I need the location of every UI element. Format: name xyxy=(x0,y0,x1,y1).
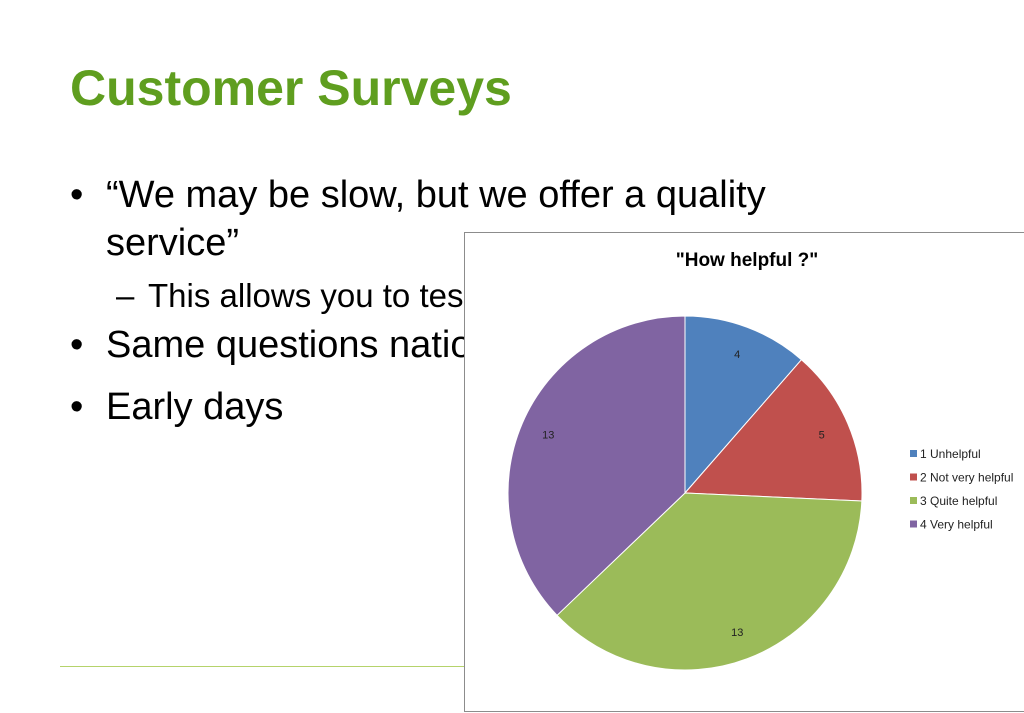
pie-chart-box: "How helpful ?" 4 5 13 13 1 Unhelpful 2 Not … xyxy=(464,232,1024,712)
legend-swatch xyxy=(910,450,917,457)
pie-chart: "How helpful ?" 4 5 13 13 1 Unhelpful 2 Not … xyxy=(507,250,1013,671)
legend-label: 2 Not very helpful xyxy=(920,471,1013,485)
legend-swatch xyxy=(910,520,917,528)
legend-swatch xyxy=(910,473,917,481)
pie-slice xyxy=(683,359,863,502)
legend-label: 1 Unhelpful xyxy=(920,447,981,461)
legend-label: 4 Very helpful xyxy=(920,518,993,532)
pie-slice xyxy=(556,492,863,671)
bullet-marker: • xyxy=(70,385,84,428)
legend-label: 3 Quite helpful xyxy=(920,494,997,508)
pie-slices xyxy=(507,315,863,671)
pie-data-label: 5 xyxy=(819,430,825,442)
bullet-item: • Early days xyxy=(70,384,870,432)
pie-slice xyxy=(684,315,803,495)
pie-slice xyxy=(507,315,686,617)
bullet-text: “We may be slow, but we offer a quality … xyxy=(106,174,766,264)
bullet-marker: • xyxy=(70,324,84,367)
pie-data-label: 13 xyxy=(731,627,743,639)
bullet-item: • “We may be slow, but we offer a qualit… xyxy=(70,172,866,267)
bullet-marker: • xyxy=(70,174,84,216)
chart-title: "How helpful ?" xyxy=(676,250,819,271)
sub-bullet-marker: – xyxy=(116,277,135,314)
slide-title: Customer Surveys xyxy=(70,60,512,116)
pie-data-label: 4 xyxy=(734,349,740,361)
legend-swatch xyxy=(910,497,917,504)
chart-legend: 1 Unhelpful 2 Not very helpful 3 Quite hel… xyxy=(910,447,1013,532)
pie-data-label: 13 xyxy=(542,430,554,442)
pie-data-labels: 4 5 13 13 xyxy=(542,349,825,639)
bullet-text: Early days xyxy=(106,385,284,428)
footer-divider xyxy=(60,666,470,667)
